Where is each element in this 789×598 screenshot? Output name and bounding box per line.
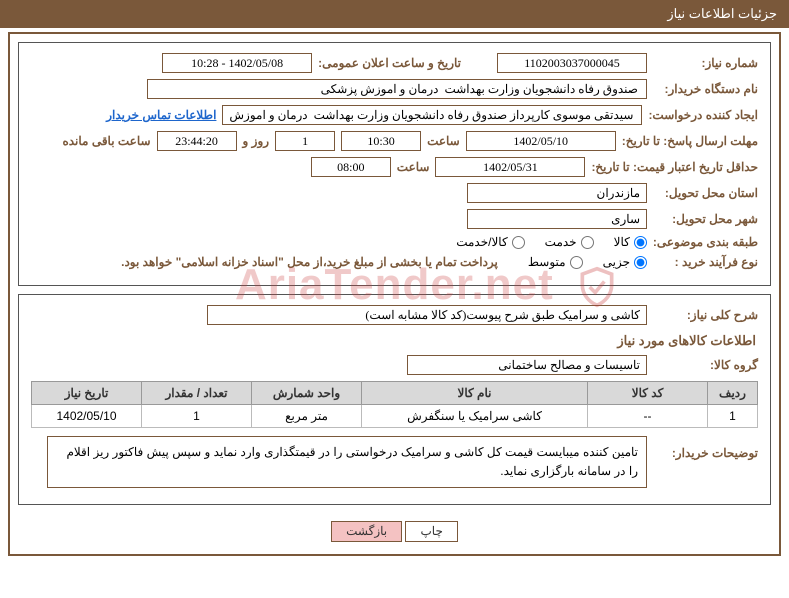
cell-row: 1 [708,405,758,428]
announce-datetime-input [162,53,312,73]
label-buyer-description: توضیحات خریدار: [653,436,758,460]
label-goods-group: گروه کالا: [653,358,758,372]
deadline-time-input [341,131,421,151]
radio-service-label: خدمت [545,235,577,249]
label-province: استان محل تحویل: [653,186,758,200]
label-response-deadline: مهلت ارسال پاسخ: تا تاریخ: [622,134,758,148]
table-row: 1 -- کاشی سرامیک یا سنگفرش متر مربع 1 14… [32,405,758,428]
th-unit: واحد شمارش [252,382,362,405]
radio-medium-label: متوسط [528,255,566,269]
label-price-validity: حداقل تاریخ اعتبار قیمت: تا تاریخ: [591,160,758,174]
label-buyer-org: نام دستگاه خریدار: [653,82,758,96]
process-radio-group: جزیی متوسط [528,255,647,269]
label-city: شهر محل تحویل: [653,212,758,226]
radio-partial[interactable] [634,256,647,269]
main-container: شماره نیاز: تاریخ و ساعت اعلان عمومی: نا… [8,32,781,556]
label-need-summary: شرح کلی نیاز: [653,308,758,322]
buyer-org-input [147,79,647,99]
buyer-description-box: تامین کننده میبایست قیمت کل کاشی و سرامی… [47,436,647,488]
label-process-type: نوع فرآیند خرید : [653,255,758,269]
request-creator-input [222,105,642,125]
need-summary-input [207,305,647,325]
buyer-contact-link[interactable]: اطلاعات تماس خریدار [106,108,216,122]
cell-code: -- [588,405,708,428]
page-title: جزئیات اطلاعات نیاز [0,0,789,28]
radio-goods[interactable] [634,236,647,249]
th-code: کد کالا [588,382,708,405]
radio-both-label: کالا/خدمت [456,235,507,249]
radio-goods-label: کالا [614,235,630,249]
remaining-time-input [157,131,237,151]
cell-date: 1402/05/10 [32,405,142,428]
remaining-days-input [275,131,335,151]
radio-service[interactable] [581,236,594,249]
fieldset-need-info: شماره نیاز: تاریخ و ساعت اعلان عمومی: نا… [18,42,771,286]
payment-note: پرداخت تمام یا بخشی از مبلغ خرید،از محل … [121,255,498,269]
validity-time-input [311,157,391,177]
radio-partial-label: جزیی [603,255,630,269]
th-date: تاریخ نیاز [32,382,142,405]
cell-qty: 1 [142,405,252,428]
label-time-1: ساعت [427,134,460,148]
province-input [467,183,647,203]
goods-section-title: اطلاعات کالاهای مورد نیاز [33,333,756,349]
label-remaining: ساعت باقی مانده [62,134,150,148]
action-bar: چاپ بازگشت [18,513,771,546]
goods-group-input [407,355,647,375]
label-request-creator: ایجاد کننده درخواست: [648,108,758,122]
deadline-date-input [466,131,616,151]
label-need-number: شماره نیاز: [653,56,758,70]
goods-table: ردیف کد کالا نام کالا واحد شمارش تعداد /… [31,381,758,428]
cell-unit: متر مربع [252,405,362,428]
label-category: طبقه بندی موضوعی: [653,235,758,249]
th-name: نام کالا [362,382,588,405]
radio-medium[interactable] [570,256,583,269]
fieldset-goods-info: شرح کلی نیاز: اطلاعات کالاهای مورد نیاز … [18,294,771,505]
radio-goods-service[interactable] [512,236,525,249]
label-days-unit: روز و [243,134,270,148]
city-input [467,209,647,229]
label-time-2: ساعت [397,160,430,174]
print-button[interactable]: چاپ [405,521,457,542]
th-qty: تعداد / مقدار [142,382,252,405]
validity-date-input [435,157,585,177]
label-announce-datetime: تاریخ و ساعت اعلان عمومی: [318,56,461,70]
need-number-input [497,53,647,73]
cell-name: کاشی سرامیک یا سنگفرش [362,405,588,428]
back-button[interactable]: بازگشت [331,521,402,542]
category-radio-group: کالا خدمت کالا/خدمت [456,235,647,249]
th-row: ردیف [708,382,758,405]
